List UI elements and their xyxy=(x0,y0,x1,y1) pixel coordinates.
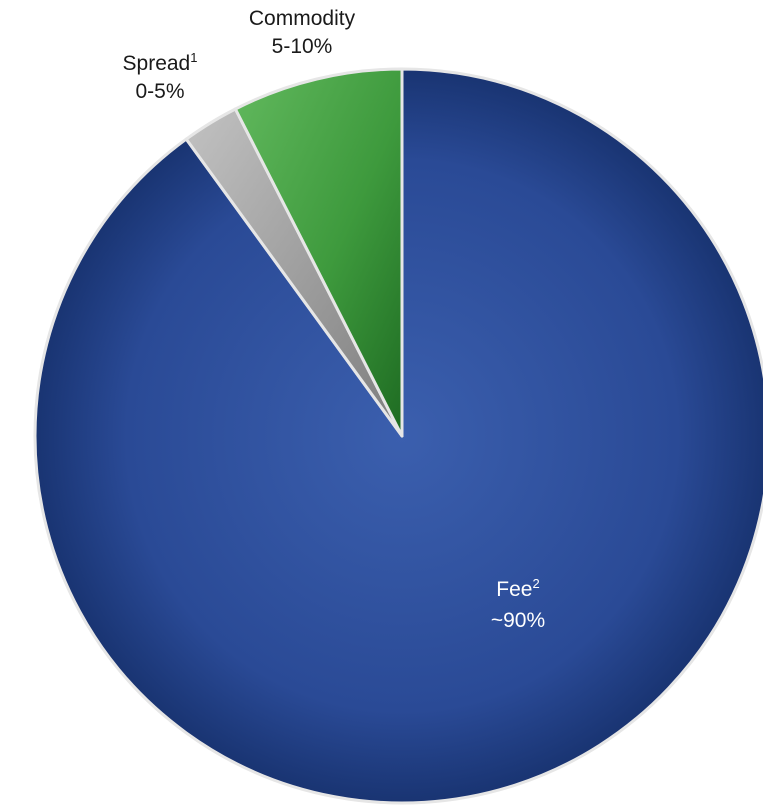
footnote-marker: 2 xyxy=(532,576,539,591)
slice-label-fee: Fee2 ~90% xyxy=(491,576,545,632)
slice-name: Commodity xyxy=(249,7,356,30)
slice-name: Fee2 xyxy=(496,576,539,601)
slice-value: 5-10% xyxy=(272,35,333,58)
slice-value: 0-5% xyxy=(135,80,184,103)
pie-slice-commodity xyxy=(233,67,404,438)
pie-slices xyxy=(33,67,763,805)
slice-name: Spread1 xyxy=(123,50,198,75)
slice-value: ~90% xyxy=(491,609,545,632)
footnote-marker: 1 xyxy=(190,50,197,65)
pie-slice-fee xyxy=(33,67,763,805)
slice-label-spread: Spread1 0-5% xyxy=(123,50,198,103)
pie-labels: Fee2 ~90% Spread1 0-5% Commodity 5-10% xyxy=(123,7,546,632)
slice-label-commodity: Commodity 5-10% xyxy=(249,7,356,58)
